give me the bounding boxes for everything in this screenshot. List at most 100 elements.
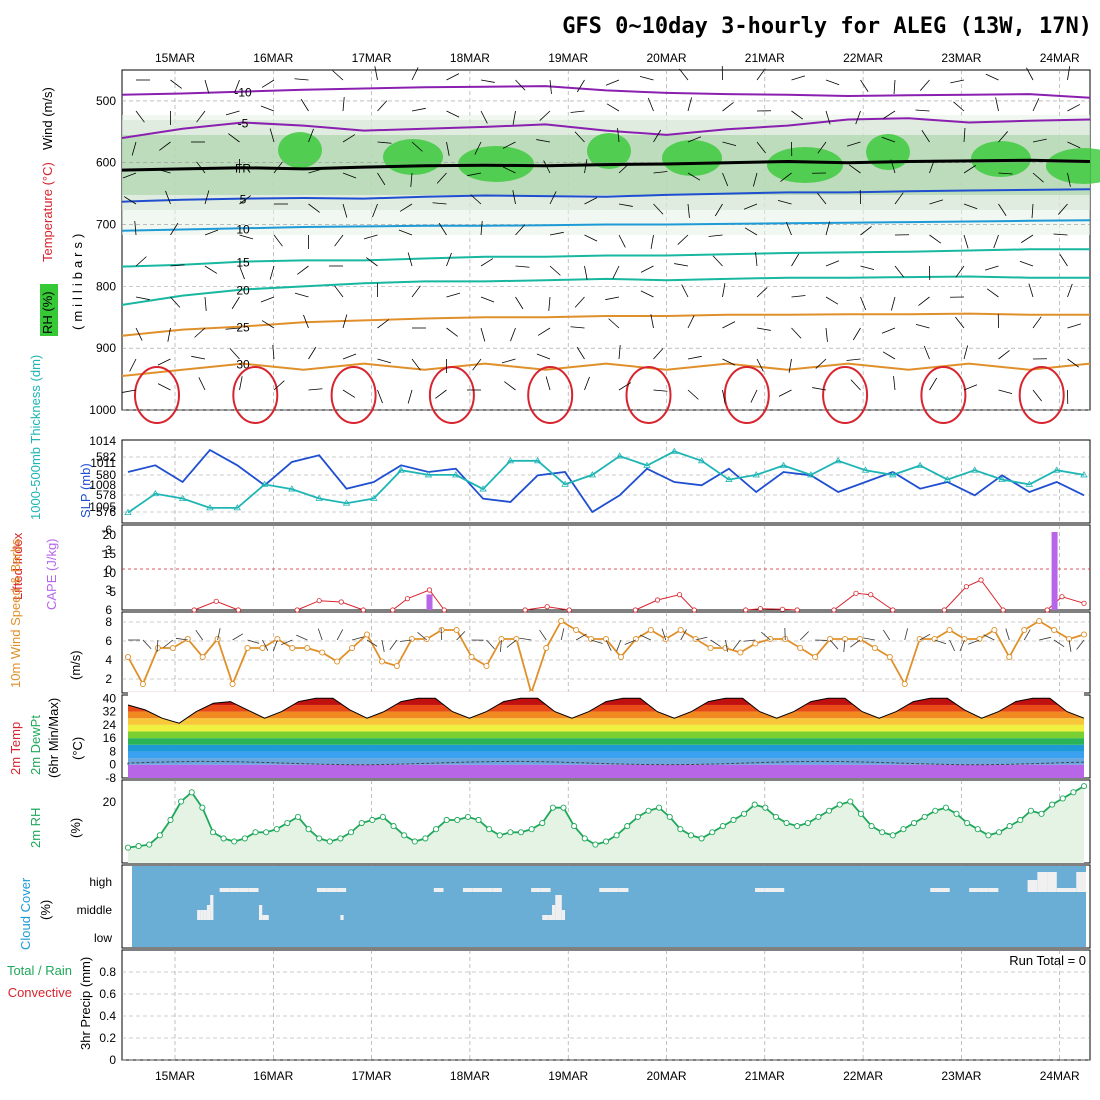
li-point <box>316 598 322 604</box>
wind-barb <box>536 139 551 143</box>
wind-barb <box>432 202 447 205</box>
wind-barb-10m <box>1039 636 1051 641</box>
rh-line-point <box>826 807 833 814</box>
thickness-line-point <box>1080 471 1088 478</box>
wind-barb <box>993 234 999 249</box>
wind-barb <box>512 190 516 205</box>
wind-speed-line-point <box>483 662 490 670</box>
li-point <box>794 607 800 613</box>
thickness-line-point <box>943 475 952 483</box>
wind-barb <box>377 100 388 112</box>
rh-line-point <box>656 804 663 811</box>
li-point <box>654 597 661 603</box>
rh-line-point <box>528 826 535 833</box>
rh-line-point <box>1059 795 1066 802</box>
wind-barb <box>780 172 792 182</box>
wind-barb <box>777 199 792 205</box>
date-label-top: 16MAR <box>253 51 293 65</box>
rh-line-point <box>624 823 631 830</box>
wind-speed-line-point <box>393 662 400 670</box>
wind-barb-10m <box>590 639 603 644</box>
temp-tick: 40 <box>103 691 117 705</box>
wind-barb <box>860 265 875 271</box>
wind-barb <box>640 265 654 273</box>
rh-line-point <box>305 826 312 833</box>
precip-tick: 0.2 <box>99 1031 116 1045</box>
wind-barb <box>756 287 768 298</box>
thickness-line-point <box>315 494 323 501</box>
wind-barb <box>860 226 872 236</box>
wind-barb-10m <box>539 629 547 641</box>
wind-barb <box>923 345 930 360</box>
wind-barb <box>239 234 254 240</box>
rh-line-point <box>932 807 939 814</box>
wind-barb-10m <box>760 631 771 641</box>
wind-barb-10m <box>262 639 269 651</box>
li-point <box>963 584 969 590</box>
cloud-background <box>132 866 1086 947</box>
rh-line-point <box>146 841 153 848</box>
wind-barb-10m <box>1023 629 1031 641</box>
wind-barb-10m <box>680 629 687 641</box>
cape-tick: 15 <box>103 547 117 561</box>
rh-line-point <box>1080 783 1088 790</box>
high-cloud-bar <box>930 888 940 892</box>
wind-barb-10m <box>710 639 721 647</box>
rh-line-point <box>135 843 142 850</box>
rh-line-point <box>645 807 652 814</box>
rh-line-point <box>124 844 132 851</box>
high-cloud-bar <box>492 888 502 892</box>
wind-barb <box>410 172 413 187</box>
isotherm-label: 10 <box>236 222 250 236</box>
wind-barb <box>825 327 828 342</box>
middle-cloud-bar <box>197 910 201 920</box>
wind-barb <box>1031 203 1034 218</box>
wind-barb <box>198 377 206 391</box>
isotherm-label: 5 <box>240 193 247 207</box>
rh-line-point <box>900 826 907 833</box>
rh-2m-unit: (%) <box>68 818 83 838</box>
li-point <box>566 607 572 613</box>
wind-barb <box>653 348 664 360</box>
wind-barb <box>714 203 723 217</box>
rh-line-point <box>910 819 918 827</box>
precip-tick: 0 <box>109 1053 116 1067</box>
wind-speed-line-point <box>1080 631 1088 638</box>
wind-speed-line-point <box>1021 626 1028 634</box>
wind-barb-10m <box>1076 639 1085 650</box>
li-point <box>978 577 984 583</box>
panel-frame <box>121 864 1091 949</box>
wind-barb <box>411 358 421 371</box>
wind-speed-line-point <box>752 640 759 647</box>
thickness-line-point <box>643 461 651 468</box>
side-labels: Temperature (°C) Wind (m/s) RH (%) (mill… <box>7 87 1086 1050</box>
middle-cloud-bar <box>210 895 214 920</box>
rh-line-point <box>486 826 493 833</box>
date-label-top: 19MAR <box>548 51 588 65</box>
rh-line-point <box>687 832 695 839</box>
wind-barb <box>860 79 869 92</box>
wind-barb <box>446 252 452 267</box>
rh-line-point <box>454 816 461 824</box>
wind-barb <box>196 161 206 174</box>
wind-barb <box>170 79 182 89</box>
cloud-cover-unit: (%) <box>38 900 53 920</box>
wind-barb <box>817 141 827 154</box>
middle-cloud-bar <box>548 915 553 920</box>
thickness-line-point <box>779 461 788 468</box>
wind-barb <box>377 141 392 144</box>
warm-cell <box>625 366 672 424</box>
wind-barb-10m <box>351 636 364 641</box>
isotherm-label: -10 <box>234 86 252 100</box>
thickness-line-point <box>288 485 296 492</box>
date-label-top: 17MAR <box>352 51 392 65</box>
wind-barb <box>605 296 620 301</box>
wind-barb <box>467 172 482 177</box>
high-cloud-bar <box>540 888 551 892</box>
cape-li-panel: -6 -3 0 3 6 20 15 10 5 <box>101 523 1090 617</box>
date-label-top: 21MAR <box>745 51 785 65</box>
rh-line-point <box>178 798 185 805</box>
wind-barb <box>342 97 345 112</box>
wind-barb <box>204 265 218 274</box>
wind-barb-10m <box>281 639 293 646</box>
